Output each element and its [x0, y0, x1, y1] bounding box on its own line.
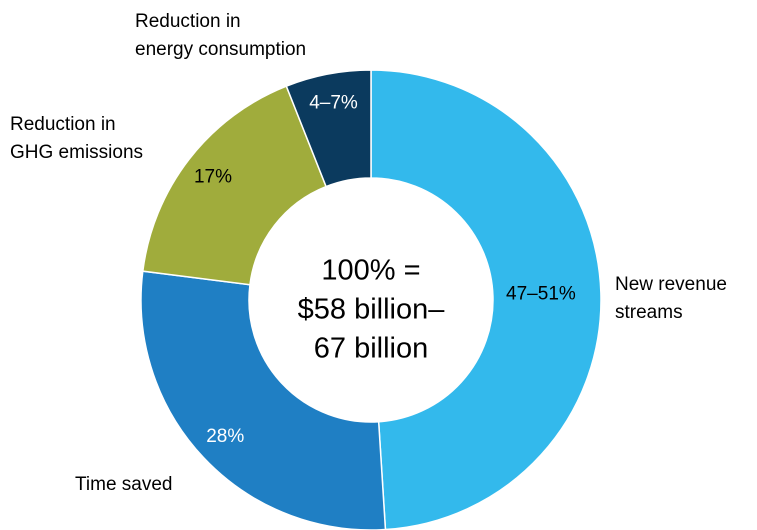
value-label: 4–7% [309, 93, 358, 114]
category-label: streams [615, 302, 683, 323]
donut-segment [140, 270, 387, 530]
category-label: energy consumption [135, 39, 306, 60]
value-label: 28% [206, 426, 244, 447]
value-label: 47–51% [506, 284, 576, 305]
donut-segment [370, 69, 602, 530]
category-label: Reduction in [10, 114, 116, 135]
center-label: 100% = [321, 255, 420, 287]
donut-segment [285, 69, 372, 188]
donut-segment [141, 85, 328, 286]
category-label: GHG emissions [10, 142, 143, 163]
center-label: $58 billion– [298, 294, 446, 326]
category-label: New revenue [615, 274, 727, 295]
category-label: Time saved [75, 474, 173, 495]
category-label: Reduction in [135, 11, 241, 32]
center-label: 67 billion [314, 333, 428, 365]
value-label: 17% [194, 166, 232, 187]
